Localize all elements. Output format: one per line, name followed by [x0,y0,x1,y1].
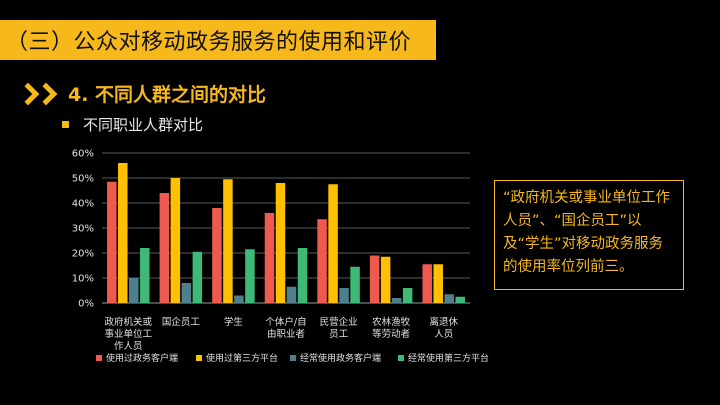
x-tick-label: 国企员工 [162,316,201,328]
bar [402,288,413,303]
bar [369,255,380,303]
title-bar: （三）公众对移动政务服务的使用和评价 [0,20,436,60]
bar [350,266,360,303]
x-tick-label: 民营企业员工 [320,316,358,340]
x-tick-label: 农林渔牧等劳动者 [372,316,411,340]
bar [328,184,338,303]
y-tick-label: 50% [72,174,94,185]
bar [107,181,117,303]
bar [192,251,203,303]
bar [286,286,297,303]
x-tick-label: 离退休人员 [429,316,458,340]
legend-swatch [290,355,296,361]
square-bullet-icon [62,121,69,128]
y-tick-label: 60% [72,149,94,160]
bar [422,264,432,303]
bar [234,295,244,303]
bar [170,178,181,303]
x-tick-label: 个体户/自由职业者 [265,316,306,340]
bar [159,193,170,303]
bar [297,248,308,303]
legend-label: 使用过政务客户端 [106,352,178,364]
bar [444,294,454,303]
bar [181,283,192,303]
bar [455,296,465,303]
bar [212,208,222,303]
bar [391,298,402,303]
bar [129,278,139,303]
legend-label: 使用过第三方平台 [206,352,278,364]
legend-swatch [398,355,404,361]
legend-label: 经常使用第三方平台 [408,352,489,364]
legend-swatch [96,355,102,361]
x-tick-label: 政府机关或事业单位工作人员 [105,316,153,352]
bar [317,219,327,303]
subsection-title: 不同职业人群对比 [83,116,204,134]
bar [433,264,443,303]
y-tick-label: 40% [72,199,94,210]
section-title: 4. 不同人群之间的对比 [68,84,267,106]
legend-label: 经常使用政务客户端 [300,352,381,364]
bar [223,179,233,303]
subsection-heading: 不同职业人群对比 [62,114,203,135]
y-tick-label: 20% [72,249,94,260]
x-tick-label: 学生 [224,316,244,328]
bar [275,183,286,303]
bar [245,249,255,303]
note-text: “政府机关或事业单位工作人员”、“国企员工”以及“学生”对移动政务服务的使用率位… [503,190,671,275]
bar [339,288,349,303]
note-box: “政府机关或事业单位工作人员”、“国企员工”以及“学生”对移动政务服务的使用率位… [494,180,684,290]
y-tick-label: 0% [78,299,94,310]
y-tick-label: 30% [72,224,94,235]
bar [380,256,391,303]
y-tick-label: 10% [72,274,94,285]
section-heading: 4. 不同人群之间的对比 [16,80,267,107]
bar [140,248,150,303]
page-title: （三）公众对移动政务服务的使用和评价 [6,30,412,55]
bar [118,163,128,303]
legend-swatch [196,355,202,361]
bar [264,213,275,303]
